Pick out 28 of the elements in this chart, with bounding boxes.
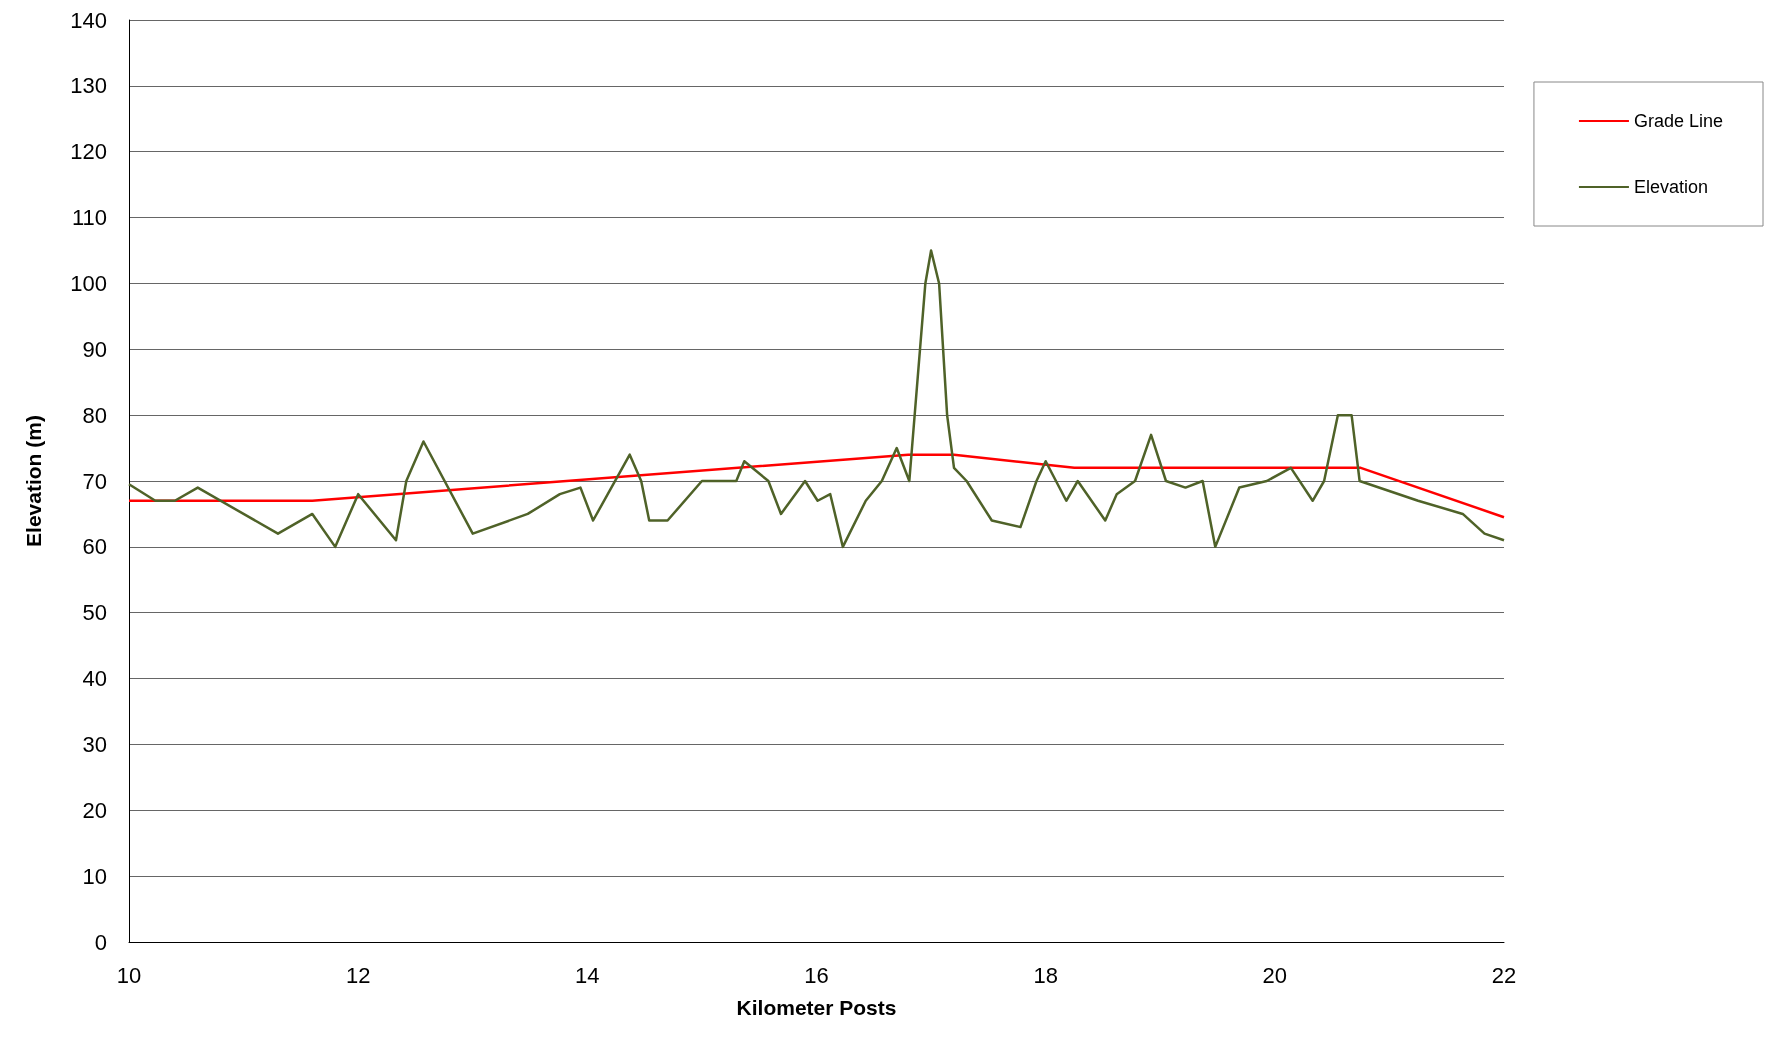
legend-label: Grade Line <box>1633 111 1723 131</box>
x-tick-label: 22 <box>1491 962 1517 988</box>
y-tick-label: 20 <box>82 797 107 823</box>
y-tick-label: 0 <box>94 929 107 955</box>
y-tick-label: 80 <box>82 402 107 428</box>
x-tick-label: 16 <box>804 962 829 988</box>
y-tick-label: 60 <box>82 534 107 560</box>
line-series <box>127 453 1506 519</box>
y-axis-title: Elevation (m) <box>22 415 45 547</box>
y-tick-label: 10 <box>82 863 107 889</box>
y-tick-label: 140 <box>70 7 107 33</box>
line-series <box>127 249 1506 549</box>
y-tick-label: 90 <box>82 336 107 362</box>
x-tick-label: 18 <box>1033 962 1058 988</box>
x-axis-title: Kilometer Posts <box>736 996 897 1019</box>
y-tick-label: 110 <box>71 205 107 231</box>
x-tick-label: 12 <box>345 962 371 988</box>
y-tick-label: 30 <box>82 731 107 757</box>
y-tick-label: 70 <box>82 468 107 494</box>
y-tick-label: 50 <box>82 600 107 626</box>
y-tick-label: 40 <box>82 666 107 692</box>
y-tick-label: 120 <box>70 139 107 165</box>
x-tick-label: 14 <box>575 962 600 988</box>
x-tick-label: 10 <box>116 962 142 988</box>
y-tick-label: 100 <box>70 270 107 296</box>
x-tick-label: 20 <box>1262 962 1288 988</box>
y-tick-label: 130 <box>70 73 107 99</box>
legend-label: Elevation <box>1633 177 1708 197</box>
